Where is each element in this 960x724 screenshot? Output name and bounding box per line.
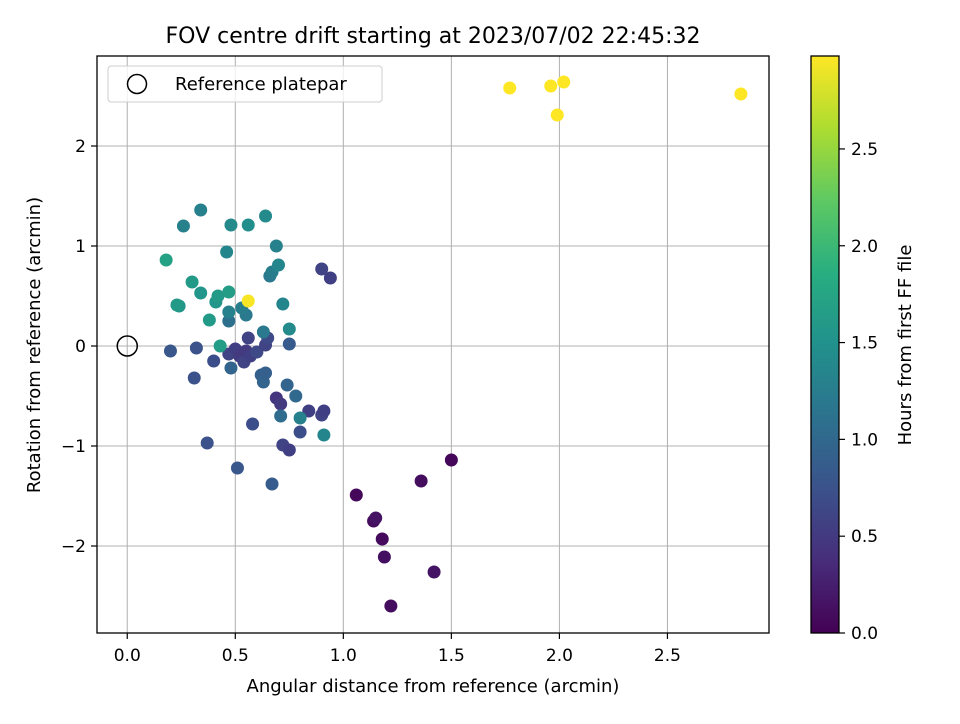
- x-tick-label: 2.0: [546, 646, 573, 666]
- data-point: [194, 286, 208, 300]
- data-point: [282, 337, 296, 351]
- data-point: [222, 285, 236, 299]
- chart-title: FOV centre drift starting at 2023/07/02 …: [166, 24, 701, 49]
- data-point: [259, 366, 273, 380]
- x-axis-ticks: 0.0 0.5 1.0 1.5 2.0 2.5: [114, 633, 681, 666]
- data-point: [202, 313, 216, 327]
- colorbar-tick-label: 1.0: [851, 430, 878, 450]
- data-point: [274, 409, 288, 423]
- data-point: [280, 378, 294, 392]
- data-point: [317, 404, 331, 418]
- data-point: [259, 209, 273, 223]
- y-tick-label: −1: [61, 437, 86, 457]
- y-tick-label: 0: [75, 337, 86, 357]
- data-point: [159, 253, 173, 267]
- y-tick-label: 2: [75, 137, 86, 157]
- data-point: [427, 565, 441, 579]
- data-point: [220, 245, 234, 259]
- data-point: [503, 81, 517, 95]
- data-point: [323, 271, 337, 285]
- data-point: [269, 239, 283, 253]
- data-point: [293, 425, 307, 439]
- data-point: [222, 305, 236, 319]
- x-tick-label: 0.0: [114, 646, 141, 666]
- data-point: [194, 203, 208, 217]
- y-axis-ticks: −2 −1 0 1 2: [61, 137, 97, 557]
- data-point: [170, 298, 184, 312]
- data-points: [116, 75, 748, 613]
- data-point: [349, 488, 363, 502]
- colorbar: 0.0 0.5 1.0 1.5 2.0 2.5 Hours from first FF f…: [810, 55, 916, 644]
- legend-box: [107, 65, 383, 103]
- data-point: [176, 219, 190, 233]
- data-point: [265, 477, 279, 491]
- data-point: [317, 428, 331, 442]
- data-point: [315, 262, 329, 276]
- data-point: [230, 461, 244, 475]
- reference-platepar-marker: [116, 335, 139, 357]
- data-point: [241, 331, 255, 345]
- data-point: [302, 404, 316, 418]
- data-point: [187, 371, 201, 385]
- data-point: [185, 275, 199, 289]
- data-point: [274, 397, 288, 411]
- colorbar-tick-label: 2.0: [851, 237, 878, 257]
- data-point: [550, 108, 564, 122]
- colorbar-tick-label: 0.0: [851, 624, 878, 644]
- data-point: [241, 218, 255, 232]
- data-point: [246, 417, 260, 431]
- data-point: [384, 599, 398, 613]
- plot-frame: [96, 55, 770, 634]
- x-tick-label: 1.0: [330, 646, 357, 666]
- data-point: [241, 294, 255, 308]
- data-point: [369, 511, 383, 525]
- data-point: [256, 325, 270, 339]
- data-point: [293, 411, 307, 425]
- x-tick-label: 1.5: [438, 646, 465, 666]
- colorbar-label: Hours from first FF file: [895, 245, 916, 446]
- colorbar-gradient: [810, 55, 840, 634]
- colorbar-tick-label: 0.5: [851, 527, 878, 547]
- data-point: [444, 453, 458, 467]
- data-point: [282, 322, 296, 336]
- data-point: [272, 258, 286, 272]
- data-point: [189, 341, 203, 355]
- data-point: [544, 79, 558, 93]
- data-point: [414, 474, 428, 488]
- data-point: [289, 389, 303, 403]
- data-point: [250, 345, 264, 359]
- data-point: [207, 354, 221, 368]
- x-tick-label: 2.5: [654, 646, 681, 666]
- data-point: [222, 314, 236, 328]
- data-point: [276, 297, 290, 311]
- data-point: [377, 550, 391, 564]
- y-tick-label: −2: [61, 537, 86, 557]
- y-axis-label: Rotation from reference (arcmin): [24, 197, 45, 493]
- data-point: [224, 361, 238, 375]
- data-point: [375, 532, 389, 546]
- data-point: [163, 344, 177, 358]
- legend-reference-label: Reference platepar: [175, 74, 347, 95]
- data-point: [213, 339, 227, 353]
- colorbar-tick-label: 2.5: [851, 140, 878, 160]
- y-tick-label: 1: [75, 237, 86, 257]
- data-point: [734, 87, 748, 101]
- data-point: [224, 218, 238, 232]
- colorbar-tick-label: 1.5: [851, 334, 878, 354]
- data-point: [211, 289, 225, 303]
- x-axis-label: Angular distance from reference (arcmin): [247, 676, 620, 697]
- legend: Reference platepar: [107, 65, 383, 103]
- data-point: [200, 436, 214, 450]
- colorbar-ticks: 0.0 0.5 1.0 1.5 2.0 2.5: [839, 140, 878, 644]
- data-point: [282, 443, 296, 457]
- legend-reference-marker: [126, 73, 148, 95]
- data-point: [557, 75, 571, 89]
- x-tick-label: 0.5: [222, 646, 249, 666]
